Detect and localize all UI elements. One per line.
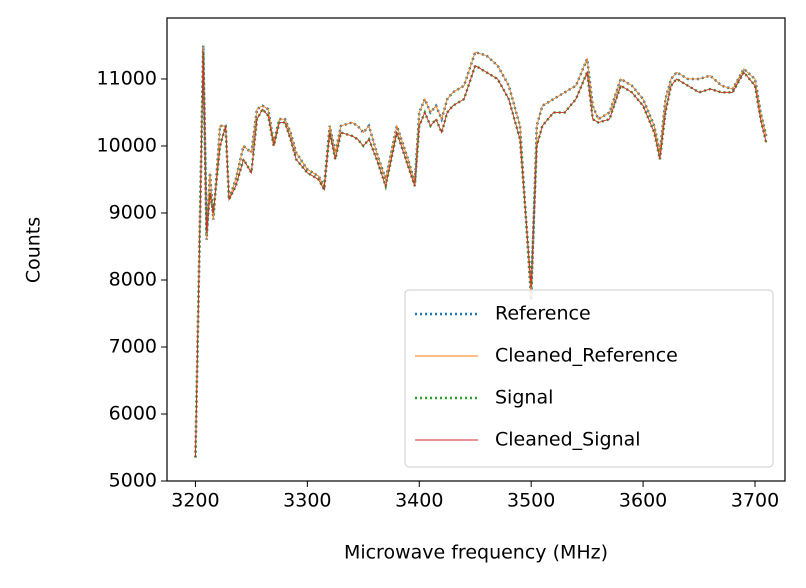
x-tick-label: 3200	[171, 490, 219, 512]
x-tick-label: 3700	[731, 490, 779, 512]
x-axis-label: Microwave frequency (MHz)	[344, 542, 608, 564]
y-tick-label: 8000	[109, 268, 157, 290]
y-tick-label: 6000	[109, 402, 157, 424]
y-tick-label: 10000	[97, 134, 157, 156]
x-tick-label: 3600	[619, 490, 667, 512]
x-tick-label: 3400	[395, 490, 443, 512]
y-tick-label: 7000	[109, 335, 157, 357]
legend-label: Cleaned_Reference	[495, 345, 678, 367]
y-tick-label: 9000	[109, 201, 157, 223]
legend-label: Reference	[495, 303, 591, 325]
x-tick-label: 3300	[283, 490, 331, 512]
x-tick-label: 3500	[507, 490, 555, 512]
y-tick-label: 11000	[97, 67, 157, 89]
legend-label: Cleaned_Signal	[495, 429, 641, 451]
y-tick-label: 5000	[109, 470, 157, 492]
y-axis-label: Counts	[23, 217, 45, 283]
plot-frame	[166, 17, 786, 482]
legend-label: Signal	[495, 387, 553, 409]
series-line	[194, 45, 767, 458]
series-line	[194, 52, 767, 458]
legend-box	[404, 289, 774, 468]
